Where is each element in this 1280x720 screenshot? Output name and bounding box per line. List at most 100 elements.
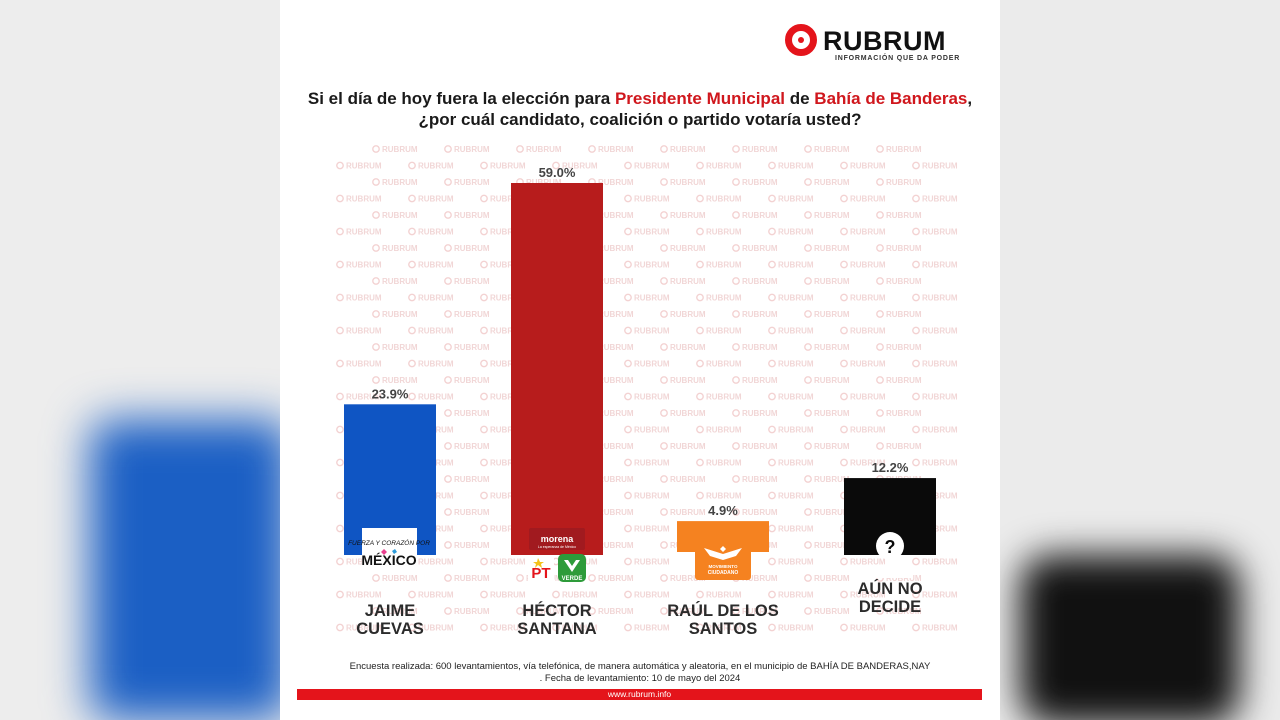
- logo-tagline: INFORMACIÓN QUE DA PODER: [835, 55, 961, 62]
- svg-text:RUBRUM: RUBRUM: [382, 211, 418, 220]
- svg-text:RUBRUM: RUBRUM: [886, 310, 922, 319]
- watermark-item: RUBRUM: [696, 228, 742, 237]
- watermark-item: RUBRUM: [768, 492, 814, 501]
- svg-text:?: ?: [885, 537, 896, 557]
- svg-text:RUBRUM: RUBRUM: [382, 277, 418, 286]
- svg-text:RUBRUM: RUBRUM: [418, 360, 454, 369]
- svg-text:RUBRUM: RUBRUM: [418, 558, 454, 567]
- svg-text:RUBRUM: RUBRUM: [598, 244, 634, 253]
- svg-text:RUBRUM: RUBRUM: [814, 343, 850, 352]
- svg-text:RUBRUM: RUBRUM: [346, 360, 382, 369]
- svg-text:RUBRUM: RUBRUM: [490, 327, 526, 336]
- svg-text:RUBRUM: RUBRUM: [814, 508, 850, 517]
- svg-text:RUBRUM: RUBRUM: [670, 409, 706, 418]
- watermark-item: RUBRUM: [768, 459, 814, 468]
- svg-text:RUBRUM: RUBRUM: [346, 162, 382, 171]
- watermark-item: RUBRUM: [660, 508, 706, 517]
- svg-text:RUBRUM: RUBRUM: [490, 492, 526, 501]
- svg-text:RUBRUM: RUBRUM: [490, 459, 526, 468]
- svg-text:RUBRUM: RUBRUM: [454, 277, 490, 286]
- watermark-item: RUBRUM: [588, 607, 634, 616]
- svg-text:RUBRUM: RUBRUM: [598, 376, 634, 385]
- svg-text:RUBRUM: RUBRUM: [850, 393, 886, 402]
- svg-text:RUBRUM: RUBRUM: [670, 211, 706, 220]
- svg-text:RUBRUM: RUBRUM: [742, 277, 778, 286]
- svg-text:RUBRUM: RUBRUM: [742, 508, 778, 517]
- svg-text:RUBRUM: RUBRUM: [598, 574, 634, 583]
- svg-text:RUBRUM: RUBRUM: [706, 228, 742, 237]
- category-label-3-line-1: RAÚL DE LOS: [667, 601, 779, 620]
- watermark-item: RUBRUM: [876, 343, 922, 352]
- watermark-item: RUBRUM: [408, 624, 454, 633]
- watermark-item: RUBRUM: [660, 343, 706, 352]
- watermark-item: RUBRUM: [804, 211, 850, 220]
- svg-text:RUBRUM: RUBRUM: [634, 459, 670, 468]
- watermark-item: RUBRUM: [588, 145, 634, 154]
- methodology-line-1: Encuesta realizada: 600 levantamientos, …: [349, 661, 931, 672]
- watermark-item: RUBRUM: [480, 327, 526, 336]
- svg-text:RUBRUM: RUBRUM: [886, 442, 922, 451]
- svg-text:RUBRUM: RUBRUM: [670, 376, 706, 385]
- svg-text:RUBRUM: RUBRUM: [778, 195, 814, 204]
- logo-wordmark: RUBRUM: [823, 26, 946, 56]
- watermark-item: RUBRUM: [876, 178, 922, 187]
- category-label-2-line-1: HÉCTOR: [522, 601, 591, 620]
- svg-text:FUERZA Y CORAZÓN POR: FUERZA Y CORAZÓN POR: [348, 538, 430, 547]
- watermark-item: RUBRUM: [444, 178, 490, 187]
- svg-text:RUBRUM: RUBRUM: [778, 393, 814, 402]
- svg-text:RUBRUM: RUBRUM: [598, 442, 634, 451]
- svg-text:RUBRUM: RUBRUM: [634, 162, 670, 171]
- svg-text:RUBRUM: RUBRUM: [490, 228, 526, 237]
- svg-text:RUBRUM: RUBRUM: [814, 409, 850, 418]
- watermark-item: RUBRUM: [624, 228, 670, 237]
- watermark-item: RUBRUM: [372, 343, 418, 352]
- watermark-item: RUBRUM: [840, 393, 886, 402]
- website-link[interactable]: www.rubrum.info: [607, 689, 672, 699]
- watermark-item: RUBRUM: [696, 327, 742, 336]
- svg-text:RUBRUM: RUBRUM: [490, 195, 526, 204]
- watermark-item: RUBRUM: [480, 525, 526, 534]
- watermark-item: RUBRUM: [624, 525, 670, 534]
- watermark-item: RUBRUM: [372, 607, 418, 616]
- watermark-item: RUBRUM: [876, 607, 922, 616]
- watermark-item: RUBRUM: [624, 591, 670, 600]
- watermark-item: RUBRUM: [696, 591, 742, 600]
- watermark-item: RUBRUM: [408, 393, 454, 402]
- watermark-item: RUBRUM: [804, 442, 850, 451]
- svg-text:RUBRUM: RUBRUM: [886, 211, 922, 220]
- watermark-item: RUBRUM: [804, 343, 850, 352]
- svg-text:RUBRUM: RUBRUM: [634, 360, 670, 369]
- svg-text:RUBRUM: RUBRUM: [346, 393, 382, 402]
- svg-text:RUBRUM: RUBRUM: [454, 376, 490, 385]
- svg-text:RUBRUM: RUBRUM: [634, 261, 670, 270]
- svg-text:RUBRUM: RUBRUM: [778, 294, 814, 303]
- svg-text:RUBRUM: RUBRUM: [922, 558, 958, 567]
- watermark-item: RUBRUM: [624, 426, 670, 435]
- watermark-item: RUBRUM: [768, 294, 814, 303]
- watermark-item: RUBRUM: [480, 228, 526, 237]
- watermark-item: RUBRUM: [768, 195, 814, 204]
- svg-text:RUBRUM: RUBRUM: [670, 607, 706, 616]
- watermark-item: RUBRUM: [804, 607, 850, 616]
- svg-text:RUBRUM: RUBRUM: [922, 228, 958, 237]
- watermark-item: RUBRUM: [768, 558, 814, 567]
- watermark-item: RUBRUM: [840, 624, 886, 633]
- watermark-item: RUBRUM: [840, 162, 886, 171]
- svg-text:RUBRUM: RUBRUM: [706, 492, 742, 501]
- watermark-item: RUBRUM: [444, 574, 490, 583]
- svg-text:RUBRUM: RUBRUM: [634, 327, 670, 336]
- svg-text:RUBRUM: RUBRUM: [418, 624, 454, 633]
- svg-text:RUBRUM: RUBRUM: [742, 244, 778, 253]
- watermark-item: RUBRUM: [732, 475, 778, 484]
- svg-text:RUBRUM: RUBRUM: [598, 343, 634, 352]
- watermark-item: RUBRUM: [876, 376, 922, 385]
- watermark-item: RUBRUM: [912, 393, 958, 402]
- svg-text:RUBRUM: RUBRUM: [490, 624, 526, 633]
- svg-text:RUBRUM: RUBRUM: [886, 277, 922, 286]
- watermark-item: RUBRUM: [624, 459, 670, 468]
- watermark-item: RUBRUM: [912, 360, 958, 369]
- svg-text:RUBRUM: RUBRUM: [346, 327, 382, 336]
